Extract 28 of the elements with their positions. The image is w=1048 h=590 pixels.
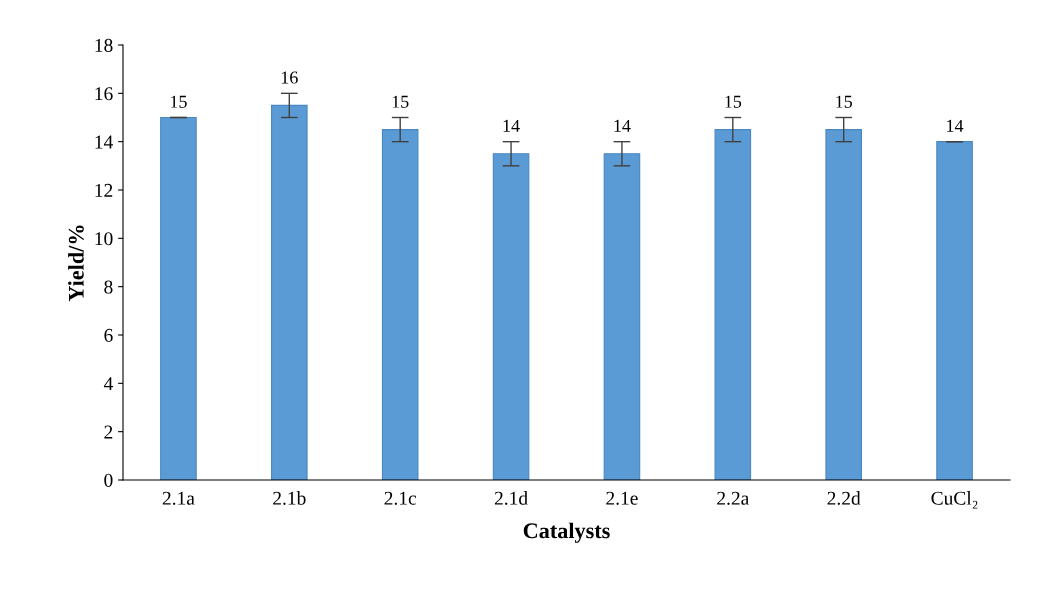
y-tick-label: 8 <box>104 280 113 294</box>
y-tick-label: 0 <box>104 473 113 487</box>
x-tick-label: 2.2a <box>717 491 750 505</box>
x-tick-label: 2.2d <box>827 491 861 505</box>
y-tick-label: 10 <box>95 232 113 246</box>
y-tick-label: 2 <box>104 425 113 439</box>
x-axis-title: Catalysts <box>523 522 610 543</box>
y-tick-label: 6 <box>104 328 113 342</box>
data-label: 15 <box>392 95 409 108</box>
data-label: 16 <box>281 71 298 84</box>
x-tick-label: 2.1e <box>606 491 638 505</box>
data-label: 15 <box>171 95 187 108</box>
y-tick-label: 4 <box>103 377 113 391</box>
y-axis-title: Yield/% <box>68 225 84 302</box>
data-label: 14 <box>503 119 520 132</box>
x-tick-label: 2.1c <box>384 491 417 505</box>
y-tick-label: 12 <box>95 183 113 197</box>
x-tick-label: CuCl₂ <box>931 491 978 509</box>
x-tick-label: 2.1d <box>494 491 528 505</box>
y-tick-label: 14 <box>95 135 113 149</box>
data-label: 14 <box>614 119 631 132</box>
data-label: 14 <box>947 119 964 132</box>
data-label: 15 <box>836 95 853 108</box>
y-tick-label: 18 <box>95 38 113 52</box>
x-tick-label: 2.1a <box>162 491 195 505</box>
y-tick-label: 16 <box>95 87 113 101</box>
data-label: 15 <box>725 95 742 108</box>
x-tick-label: 2.1b <box>273 491 306 505</box>
